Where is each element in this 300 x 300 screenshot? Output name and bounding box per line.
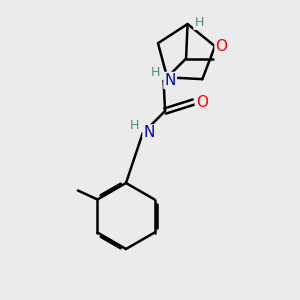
- Text: O: O: [216, 39, 228, 54]
- Text: N: N: [143, 125, 155, 140]
- Text: N: N: [164, 73, 176, 88]
- Text: H: H: [151, 66, 160, 79]
- Text: O: O: [196, 94, 208, 110]
- Text: H: H: [194, 16, 204, 29]
- Text: H: H: [130, 118, 139, 132]
